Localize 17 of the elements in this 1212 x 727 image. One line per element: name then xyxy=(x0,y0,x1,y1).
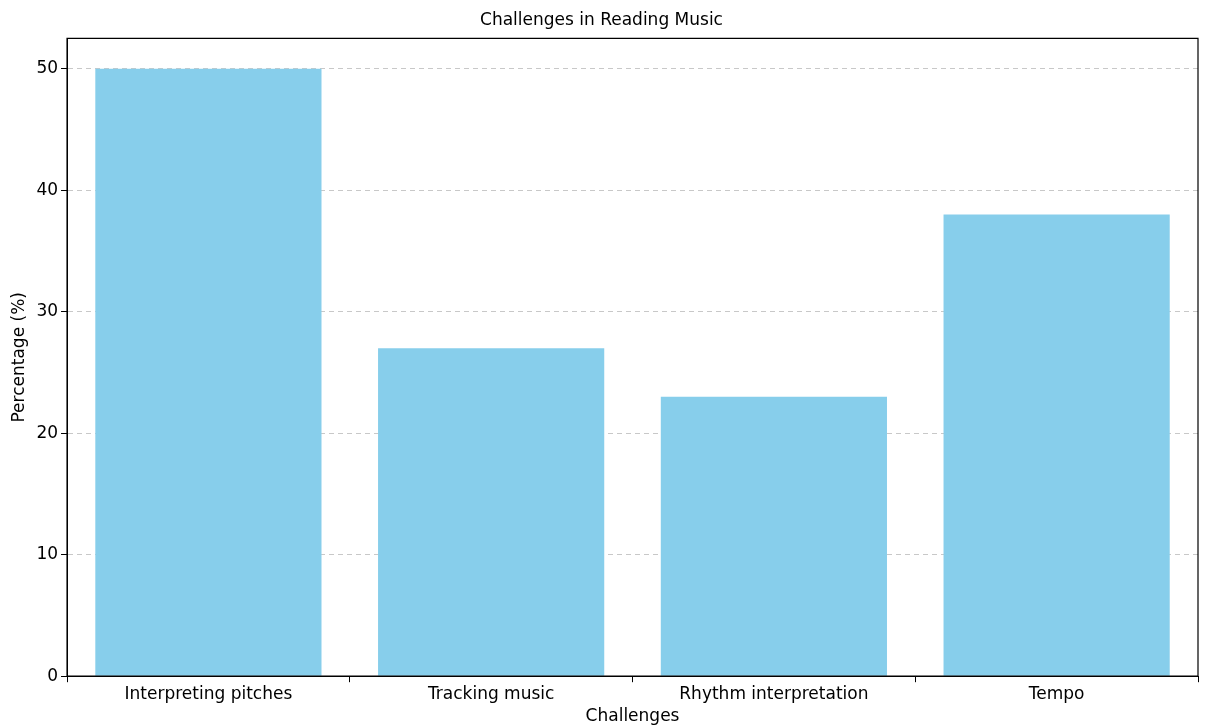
chart-title: Challenges in Reading Music xyxy=(480,8,723,29)
y-tick-label: 50 xyxy=(36,57,59,78)
bar xyxy=(95,68,322,676)
y-tick-label: 0 xyxy=(47,664,59,685)
bar xyxy=(378,348,605,676)
bar xyxy=(660,396,887,676)
x-tick-label: Rhythm interpretation xyxy=(679,682,869,703)
x-tick-label: Tempo xyxy=(1027,682,1085,703)
y-tick-label: 10 xyxy=(36,543,59,564)
y-tick-label: 30 xyxy=(36,300,59,321)
y-tick-label: 40 xyxy=(36,178,59,199)
y-axis-title: Percentage (%) xyxy=(7,292,28,423)
x-tick-label: Interpreting pitches xyxy=(124,682,293,703)
y-tick-label: 20 xyxy=(36,421,59,442)
x-axis-title: Challenges xyxy=(585,705,680,726)
x-tick-label: Tracking music xyxy=(426,682,555,703)
bar xyxy=(943,214,1170,676)
